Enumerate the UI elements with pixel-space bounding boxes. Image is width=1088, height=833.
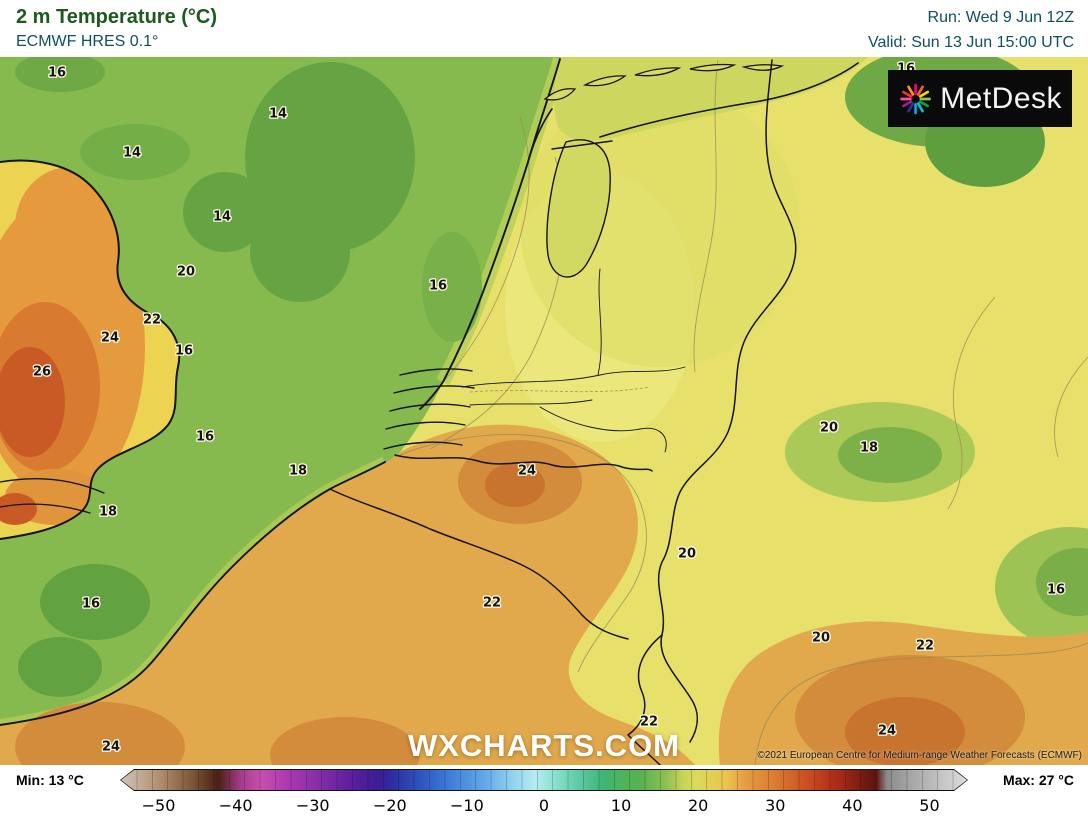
temp-contour-label: 22 xyxy=(916,639,934,654)
temp-contour-label: 18 xyxy=(860,441,878,456)
temperature-field: 16 14 14 14 20 22 24 16 26 16 16 16 18 18 16 24 22 20 20 18… xyxy=(0,57,1088,765)
weather-map: 16 14 14 14 20 22 24 16 26 16 16 16 18 18 16 24 22 20 20 18… xyxy=(0,57,1088,765)
colorbar-min-label: Min: 13 °C xyxy=(16,772,84,788)
coastlines xyxy=(0,58,859,726)
temp-contour-label: 22 xyxy=(143,313,161,328)
colorbar-tick-label: −20 xyxy=(372,796,407,815)
watermark: WXCHARTS.COM xyxy=(407,728,681,763)
colorbar: Min: 13 °C Max: 27 °C −50 −40 −30 −20 −10 0 10… xyxy=(0,765,1088,833)
country-borders xyxy=(329,59,797,765)
temp-contour-label: 26 xyxy=(33,365,51,380)
colorbar-tick-label: −30 xyxy=(295,796,330,815)
metdesk-starburst-icon xyxy=(900,83,931,114)
sea-region xyxy=(0,57,560,725)
temp-contour-label: 16 xyxy=(82,597,100,612)
colorbar-tick-label: −50 xyxy=(141,796,176,815)
temp-contour-label: 18 xyxy=(289,464,307,479)
map-title: 2 m Temperature (°C) xyxy=(16,6,218,28)
model-subtitle: ECMWF HRES 0.1° xyxy=(16,33,159,50)
temp-contour-label: 20 xyxy=(820,421,838,436)
temp-contour-label: 24 xyxy=(102,740,120,755)
temp-contour-label: 16 xyxy=(1047,583,1065,598)
temp-contour-label: 16 xyxy=(196,430,214,445)
metdesk-logo: MetDesk xyxy=(888,70,1072,127)
temperature-labels: 16 14 14 14 20 22 24 16 26 16 16 16 18 18 16 24 22 20 20 18… xyxy=(32,60,1067,756)
colorbar-tick-label: 10 xyxy=(610,796,632,815)
temp-contour-label: 14 xyxy=(269,107,287,122)
header: 2 m Temperature (°C) ECMWF HRES 0.1° Run… xyxy=(0,0,1088,57)
colorbar-tick-label: 30 xyxy=(765,796,786,815)
temp-contour-label: 24 xyxy=(518,464,536,479)
run-valid-block: Run: Wed 9 Jun 12Z Valid: Sun 13 Jun 15:… xyxy=(868,5,1074,55)
temp-contour-label: 22 xyxy=(483,596,501,611)
valid-time: Valid: Sun 13 Jun 15:00 UTC xyxy=(867,34,1074,51)
colorbar-gradient xyxy=(120,769,968,791)
colorbar-tick-label: 0 xyxy=(538,796,550,815)
copyright-notice: ©2021 European Centre for Medium-range W… xyxy=(757,750,1082,761)
temp-contour-label: 16 xyxy=(175,344,193,359)
colorbar-tick-label: 50 xyxy=(919,796,940,815)
temp-contour-label: 16 xyxy=(48,66,66,81)
temp-contour-label: 18 xyxy=(99,505,117,520)
colorbar-tick-label: 40 xyxy=(842,796,863,815)
temp-contour-label: 14 xyxy=(123,146,141,161)
colorbar-max-label: Max: 27 °C xyxy=(1003,772,1074,788)
isotherm-contours xyxy=(394,59,1088,765)
temp-contour-label: 20 xyxy=(812,631,830,646)
colorbar-gradient-fill xyxy=(121,770,967,790)
colorbar-tick-label: 20 xyxy=(687,796,709,815)
temp-contour-label: 24 xyxy=(878,724,896,739)
temp-contour-label: 20 xyxy=(177,265,195,280)
temp-contour-label: 16 xyxy=(429,279,447,294)
colorbar-tick-label: −10 xyxy=(450,796,484,815)
metdesk-wordmark: MetDesk xyxy=(940,81,1062,115)
colorbar-ticks: −50 −40 −30 −20 −10 0 10 20 30 40 50 xyxy=(0,796,1088,820)
temp-contour-label: 20 xyxy=(678,547,696,562)
colorbar-tick-label: −40 xyxy=(218,796,253,815)
run-time: Run: Wed 9 Jun 12Z xyxy=(927,9,1074,26)
temp-contour-label: 14 xyxy=(213,210,231,225)
temp-contour-label: 24 xyxy=(101,331,119,346)
temp-contour-label: 22 xyxy=(640,715,658,730)
